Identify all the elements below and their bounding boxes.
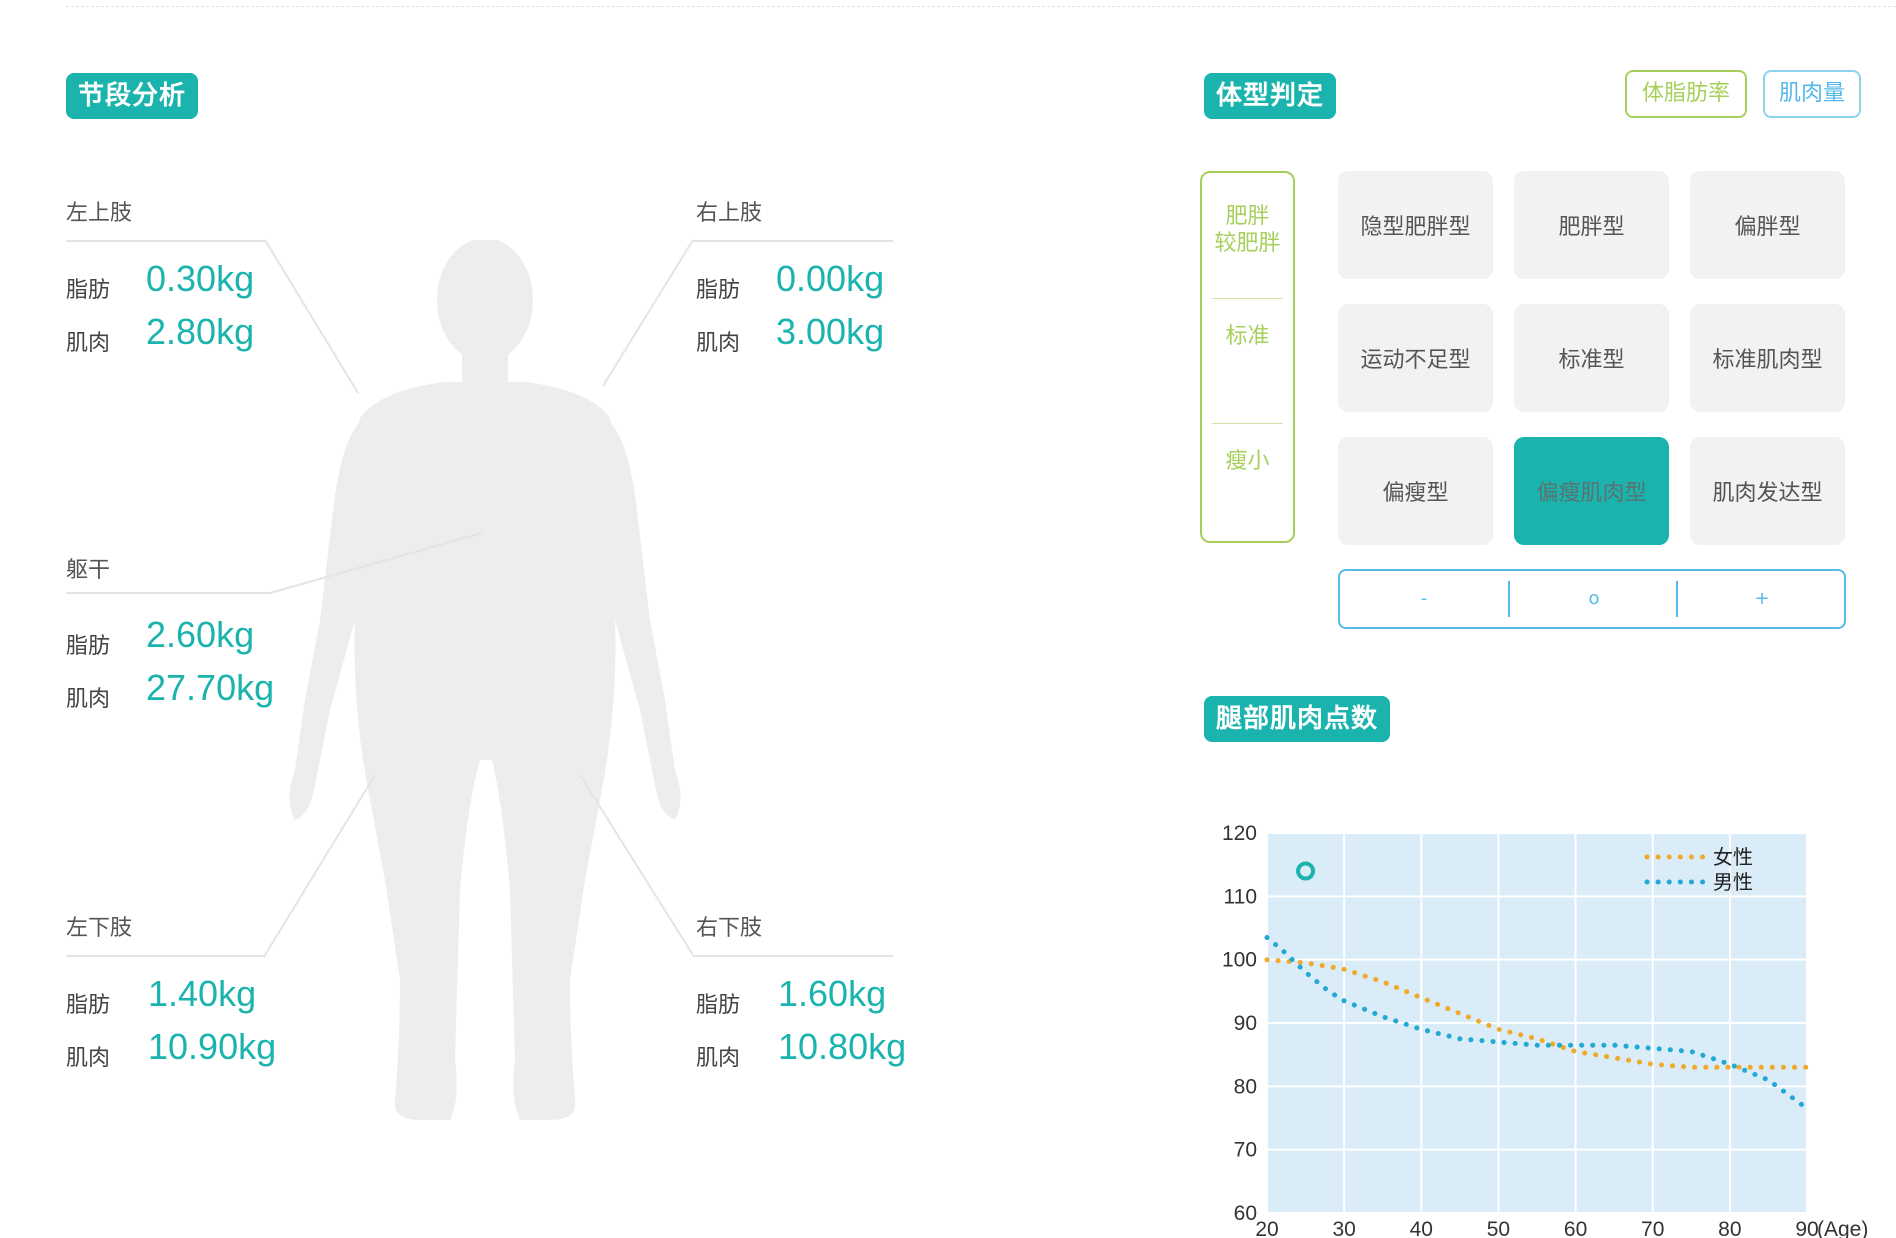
left-leg-muscle-label: 肌肉 [66,1046,111,1071]
scale-obese-line2: 较肥胖 [1214,231,1281,256]
right-leg-title: 右下肢 [696,916,763,941]
right-leg-muscle-value: 10.80kg [778,1026,907,1067]
legend-label: 女性 [1713,846,1753,869]
toggle-muscle-mass[interactable]: 肌肉量 [1763,70,1861,118]
body-type-inactive[interactable]: 运动不足型 [1338,304,1493,412]
indicator-zero: o [1588,588,1600,609]
x-axis-label: (Age) [1817,1218,1868,1238]
trunk-muscle-label: 肌肉 [66,687,111,712]
current-score-marker [1296,861,1316,881]
left-arm-muscle-value: 2.80kg [146,311,255,352]
right-leg-fat-value: 1.60kg [778,973,887,1014]
y-tick-label: 70 [1234,1139,1257,1162]
body-type-obese[interactable]: 肥胖型 [1514,171,1669,279]
x-tick-label: 40 [1410,1218,1433,1238]
body-type-overweight[interactable]: 偏胖型 [1690,171,1845,279]
left-leg-fat-value: 1.40kg [148,973,257,1014]
trunk-rule [66,592,271,594]
trunk-fat-label: 脂肪 [66,634,111,659]
right-arm-fat-label: 脂肪 [696,278,741,303]
toggle-body-fat-rate[interactable]: 体脂肪率 [1625,70,1747,118]
x-tick-label: 20 [1255,1218,1278,1238]
body-type-scale: 肥胖 较肥胖 标准 瘦小 [1200,171,1295,543]
body-type-standard[interactable]: 标准型 [1514,304,1669,412]
right-arm-fat-value: 0.00kg [776,258,885,299]
body-type-muscular[interactable]: 肌肉发达型 [1690,437,1845,545]
y-tick-label: 110 [1224,885,1257,908]
x-tick-label: 60 [1564,1218,1587,1238]
left-arm-muscle-label: 肌肉 [66,331,111,356]
left-arm-title: 左上肢 [66,201,133,226]
right-arm-muscle-label: 肌肉 [696,331,741,356]
left-arm-rule [66,240,266,242]
y-tick-label: 100 [1222,949,1257,972]
body-silhouette [289,240,681,1120]
indicator-divider [1508,581,1510,617]
y-tick-label: 90 [1234,1012,1257,1035]
y-tick-label: 120 [1222,822,1257,845]
left-leg-title: 左下肢 [66,916,133,941]
body-type-thin[interactable]: 偏瘦型 [1338,437,1493,545]
indicator-divider [1676,581,1678,617]
indicator-plus: + [1754,588,1770,609]
body-type-standard-muscular[interactable]: 标准肌肉型 [1690,304,1845,412]
body-type-thin-muscular-selected[interactable]: 偏瘦肌肉型 [1514,437,1669,545]
right-leg-rule [693,955,893,957]
series-male-line [1264,935,1810,1111]
left-arm-fat-label: 脂肪 [66,278,111,303]
segment-connectors [264,239,694,956]
right-leg-fat-label: 脂肪 [696,993,741,1018]
scale-obese-line1: 肥胖 [1225,204,1270,229]
indicator-minus: - [1420,588,1428,609]
series-female-line [1264,957,1810,1070]
left-leg-rule [66,955,266,957]
top-divider [66,6,1896,7]
trunk-title: 躯干 [66,558,111,583]
leg-score-title: 腿部肌肉点数 [1204,696,1391,742]
trunk-muscle-value: 27.70kg [146,667,275,708]
y-tick-label: 60 [1234,1202,1257,1225]
body-type-indicator: - o + [1338,569,1846,629]
right-arm-rule [693,240,893,242]
scale-divider [1212,423,1283,424]
left-arm-fat-value: 0.30kg [146,258,255,299]
scale-divider [1212,298,1283,299]
body-type-title: 体型判定 [1204,73,1337,119]
trunk-fat-value: 2.60kg [146,614,255,655]
body-type-hidden-obese[interactable]: 隐型肥胖型 [1338,171,1493,279]
right-arm-title: 右上肢 [696,201,763,226]
right-arm-muscle-value: 3.00kg [776,311,885,352]
x-tick-label: 50 [1487,1218,1510,1238]
scale-thin: 瘦小 [1225,449,1270,474]
segment-analysis-title: 节段分析 [66,73,199,119]
left-leg-fat-label: 脂肪 [66,993,111,1018]
y-tick-label: 80 [1234,1075,1257,1098]
x-tick-label: 90 [1795,1218,1818,1238]
right-leg-muscle-label: 肌肉 [696,1046,741,1071]
leg-score-chart: 20 30 40 50 60 70 80 90 60 70 80 90 100 110 120 (Age) 女… [1222,822,1868,1238]
scale-standard: 标准 [1225,324,1270,349]
legend-label: 男性 [1713,871,1753,894]
x-tick-label: 70 [1641,1218,1664,1238]
x-tick-label: 80 [1718,1218,1741,1238]
left-leg-muscle-value: 10.90kg [148,1026,277,1067]
x-tick-label: 30 [1332,1218,1355,1238]
